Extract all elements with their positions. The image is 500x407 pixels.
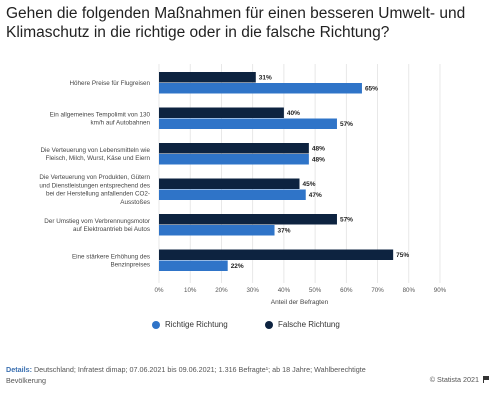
x-tick-90: 90% [434, 287, 447, 294]
value-label-falsche-5: 75% [396, 252, 409, 259]
x-tick-70: 70% [371, 287, 384, 294]
legend-item-richtige-richtung[interactable]: Richtige Richtung [152, 320, 228, 329]
category-label-2: Die Verteuerung von Lebensmitteln wie Fle… [40, 147, 150, 162]
x-tick-40: 40% [278, 287, 291, 294]
bar-richtige-0[interactable] [159, 83, 362, 94]
value-label-falsche-2: 48% [312, 146, 325, 153]
x-tick-80: 80% [403, 287, 416, 294]
category-label-4: Der Umstieg vom Verbrennungsmotor auf Ele… [44, 218, 150, 233]
bars [159, 72, 394, 272]
category-label-0: Höhere Preise für Flugreisen [70, 80, 151, 87]
copyright-text: © Statista 2021 [429, 375, 479, 384]
x-tick-20: 20% [215, 287, 228, 294]
category-label-1: Ein allgemeines Tempolimit von 130 km/h a… [50, 111, 151, 126]
x-tick-50: 50% [309, 287, 322, 294]
value-label-richtige-4: 37% [278, 228, 291, 235]
category-labels: Höhere Preise für Flugreisen Ein allgemei… [39, 80, 150, 269]
value-label-falsche-3: 45% [303, 181, 316, 188]
value-label-richtige-2: 48% [312, 157, 325, 164]
chart-title: Gehen die folgenden Maßnahmen für einen … [6, 5, 466, 41]
bar-falsche-0[interactable] [159, 72, 256, 83]
bar-falsche-2[interactable] [159, 143, 309, 154]
x-tick-10: 10% [184, 287, 197, 294]
x-axis-label: Anteil der Befragten [271, 299, 329, 306]
value-label-richtige-3: 47% [309, 192, 322, 199]
legend-swatch-richtige [152, 320, 160, 329]
details-label: Details: [6, 365, 32, 374]
category-label-3: Die Verteuerung von Produkten, Gütern und… [39, 174, 150, 206]
flag-icon[interactable] [483, 376, 490, 383]
x-tick-0: 0% [155, 287, 164, 294]
x-tick-60: 60% [340, 287, 353, 294]
value-label-falsche-4: 57% [340, 217, 353, 224]
legend: Richtige Richtung Falsche Richtung [0, 320, 500, 336]
category-label-5: Eine stärkere Erhöhung des Benzinpreises [72, 253, 150, 268]
bar-falsche-3[interactable] [159, 178, 300, 190]
bar-falsche-1[interactable] [159, 107, 284, 119]
bar-richtige-1[interactable] [159, 118, 337, 130]
legend-swatch-falsche [265, 320, 273, 329]
bar-richtige-5[interactable] [159, 260, 228, 272]
value-labels: 31% 65% 40% 57% 48% 48% 45% 47% 57% 37% 75% 22% [231, 75, 410, 270]
chart-area: Höhere Preise für Flugreisen Ein allgemei… [0, 56, 500, 356]
legend-label-richtige: Richtige Richtung [165, 320, 228, 329]
value-label-falsche-0: 31% [259, 75, 272, 82]
value-label-richtige-0: 65% [365, 86, 378, 93]
x-tick-30: 30% [246, 287, 259, 294]
x-tick-labels: 0% 10% 20% 30% 40% 50% 60% 70% 80% 90% [155, 287, 447, 294]
details-text: Deutschland; Infratest dimap; 07.06.2021… [6, 365, 366, 385]
bar-falsche-4[interactable] [159, 214, 337, 225]
gridlines [158, 64, 441, 283]
value-label-falsche-1: 40% [287, 110, 300, 117]
source-details: Details: Deutschland; Infratest dimap; 0… [6, 364, 406, 386]
bar-richtige-4[interactable] [159, 225, 275, 236]
legend-label-falsche: Falsche Richtung [278, 320, 340, 329]
bar-richtige-2[interactable] [159, 154, 309, 165]
value-label-richtige-1: 57% [340, 121, 353, 128]
bar-chart: Höhere Preise für Flugreisen Ein allgemei… [39, 64, 447, 306]
bar-falsche-5[interactable] [159, 249, 394, 261]
bar-richtige-3[interactable] [159, 189, 306, 201]
copyright-notice[interactable]: © Statista 2021 [430, 375, 490, 384]
legend-item-falsche-richtung[interactable]: Falsche Richtung [265, 320, 340, 329]
value-label-richtige-5: 22% [231, 263, 244, 270]
